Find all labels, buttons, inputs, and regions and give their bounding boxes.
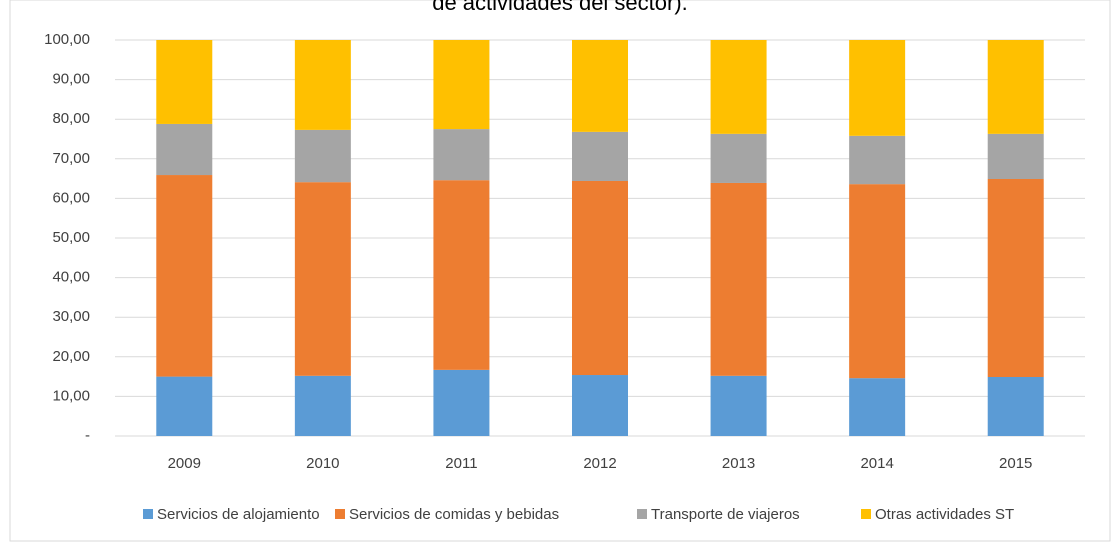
legend-swatch: [861, 509, 871, 519]
bar-segment: [294, 375, 351, 436]
bar-segment: [156, 376, 213, 436]
bar-segment: [987, 133, 1044, 179]
legend-label: Servicios de alojamiento: [157, 506, 320, 523]
y-tick-label: 100,00: [44, 31, 90, 48]
bar-segment: [849, 378, 906, 436]
bar-segment: [294, 182, 351, 376]
chart-title: de actividades del sector).: [432, 0, 688, 15]
bar-segment: [849, 184, 906, 379]
x-tick-label: 2013: [722, 455, 755, 472]
bar-segment: [433, 369, 490, 436]
y-tick-label: 60,00: [52, 189, 90, 206]
bar-segment: [849, 135, 906, 185]
y-tick-label: 50,00: [52, 229, 90, 246]
legend-swatch: [143, 509, 153, 519]
y-tick-label: 20,00: [52, 348, 90, 365]
bar-segment: [433, 129, 490, 181]
y-tick-label: 40,00: [52, 269, 90, 286]
bar-segment: [572, 131, 628, 181]
bar-segment: [849, 40, 906, 136]
y-tick-label: 70,00: [52, 150, 90, 167]
y-tick-label: -: [85, 427, 90, 444]
bar-segment: [710, 182, 767, 376]
x-tick-label: 2011: [445, 455, 477, 472]
bar-segment: [433, 180, 490, 370]
bar-segment: [156, 123, 213, 176]
x-tick-label: 2014: [860, 455, 893, 472]
legend-label: Transporte de viajeros: [651, 506, 800, 523]
bar-segment: [572, 40, 628, 132]
bar-segment: [156, 175, 213, 377]
y-tick-label: 80,00: [52, 110, 90, 127]
bar-segment: [987, 376, 1044, 436]
bar-segment: [294, 129, 351, 183]
x-tick-label: 2009: [168, 455, 201, 472]
legend-label: Otras actividades ST: [875, 506, 1014, 523]
x-tick-label: 2015: [999, 455, 1032, 472]
bar-segment: [987, 40, 1044, 134]
y-tick-label: 90,00: [52, 71, 90, 88]
legend-label: Servicios de comidas y bebidas: [349, 506, 559, 523]
bar-segment: [156, 40, 213, 124]
y-tick-label: 30,00: [52, 308, 90, 325]
bar-segment: [987, 178, 1044, 377]
bar-segment: [433, 40, 490, 130]
bar-segment: [710, 133, 767, 183]
y-tick-label: 10,00: [52, 387, 90, 404]
x-tick-label: 2010: [306, 455, 339, 472]
bar-segment: [710, 40, 767, 134]
bar-segment: [572, 375, 628, 436]
legend-swatch: [335, 509, 345, 519]
legend-swatch: [637, 509, 647, 519]
bar-segment: [572, 180, 628, 376]
bar-segment: [294, 40, 351, 130]
bar-segment: [710, 375, 767, 436]
x-tick-label: 2012: [583, 455, 616, 472]
